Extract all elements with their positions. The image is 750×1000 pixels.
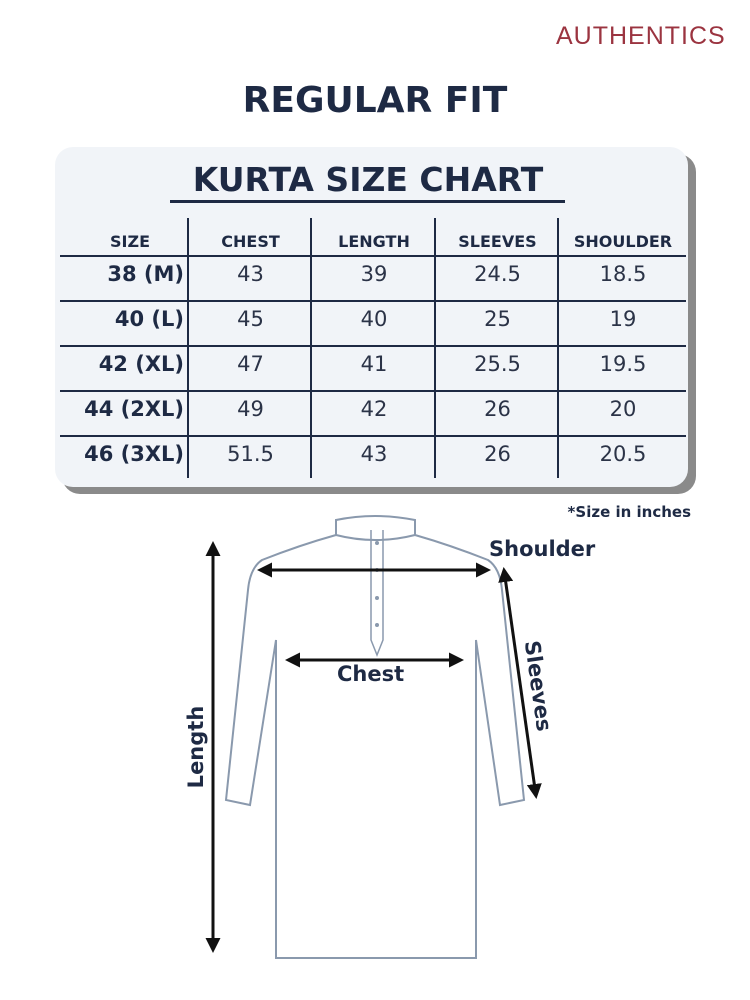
brand-logo: AUTHENTICS <box>556 22 726 51</box>
row-divider <box>60 255 686 257</box>
table-cell: 49 <box>237 397 264 421</box>
column-header: LENGTH <box>338 232 410 251</box>
size-cell: 40 (L) <box>114 307 184 331</box>
size-cell: 46 (3XL) <box>84 442 184 466</box>
table-cell: 39 <box>360 262 388 286</box>
size-cell: 42 (XL) <box>98 352 184 376</box>
row-divider <box>60 345 686 347</box>
table-cell: 24.5 <box>474 262 521 286</box>
chart-title: KURTA SIZE CHART <box>192 160 544 199</box>
table-cell: 19.5 <box>599 352 647 376</box>
row-divider <box>60 390 686 392</box>
table-cell: 47 <box>237 352 264 376</box>
table-cell: 20.5 <box>599 442 647 466</box>
column-header: SIZE <box>109 232 150 251</box>
table-cell: 41 <box>360 352 388 376</box>
sleeves-arrow <box>498 567 542 799</box>
brand-logo-text: AUTHENTICS <box>556 22 726 50</box>
size-chart-card <box>55 147 688 487</box>
column-divider <box>434 218 436 478</box>
title-underline <box>170 200 565 203</box>
table-cell: 51.5 <box>227 442 274 466</box>
table-cell: 43 <box>360 442 388 466</box>
size-cell: 44 (2XL) <box>84 397 184 421</box>
length-label: Length <box>184 705 208 789</box>
column-divider <box>310 218 312 478</box>
column-divider <box>557 218 559 478</box>
size-cell: 38 (M) <box>107 262 184 286</box>
column-header: CHEST <box>221 232 280 251</box>
table-cell: 20 <box>609 397 637 421</box>
table-cell: 43 <box>237 262 264 286</box>
row-divider <box>60 300 686 302</box>
table-cell: 40 <box>360 307 388 331</box>
table-cell: 26 <box>484 442 511 466</box>
chest-label: Chest <box>337 662 405 686</box>
kurta-outline <box>224 515 526 959</box>
row-divider <box>60 435 686 437</box>
shoulder-label: Shoulder <box>489 537 596 561</box>
table-cell: 25.5 <box>474 352 521 376</box>
table-cell: 26 <box>484 397 511 421</box>
table-cell: 19 <box>609 307 637 331</box>
units-note: *Size in inches <box>567 503 691 521</box>
table-cell: 45 <box>237 307 264 331</box>
table-cell: 25 <box>484 307 511 331</box>
table-cell: 42 <box>360 397 388 421</box>
column-header: SLEEVES <box>458 232 537 251</box>
column-divider <box>187 218 189 478</box>
table-cell: 18.5 <box>599 262 647 286</box>
fit-title: REGULAR FIT <box>242 80 508 121</box>
column-header: SHOULDER <box>573 232 673 251</box>
